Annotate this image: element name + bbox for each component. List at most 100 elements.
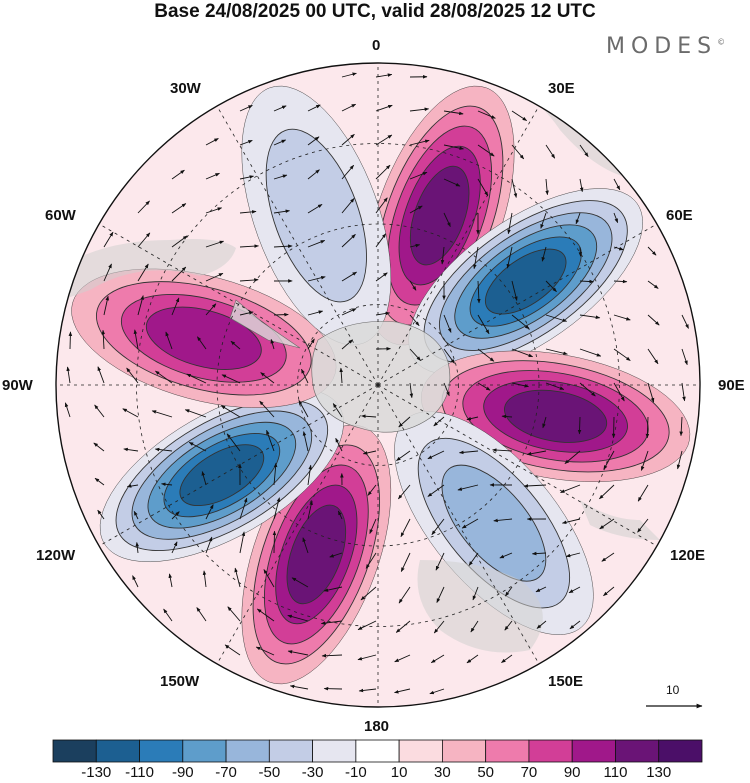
wind-arrow xyxy=(64,402,71,418)
colorbar-segment xyxy=(615,739,660,763)
wind-arrow xyxy=(409,382,414,399)
wind-arrow xyxy=(226,433,241,452)
wind-arrow xyxy=(171,511,180,520)
wind-arrow xyxy=(126,484,139,488)
brand-name: MODES xyxy=(606,34,718,59)
wind-arrow xyxy=(365,552,377,569)
wind-arrow xyxy=(545,348,568,355)
wind-arrow xyxy=(221,374,241,384)
lon-label-90w: 90W xyxy=(2,377,33,394)
wind-arrow xyxy=(307,500,313,520)
wind-arrow xyxy=(161,482,173,487)
wind-arrow xyxy=(367,484,377,496)
wind-arrow xyxy=(239,210,257,214)
anomaly-contour xyxy=(286,504,347,605)
wind-arrow xyxy=(137,232,151,248)
wind-arrow xyxy=(613,348,631,361)
wind-arrow xyxy=(234,567,241,588)
wind-arrow xyxy=(400,552,411,572)
wind-arrow xyxy=(375,104,393,112)
wind-arrow xyxy=(545,382,565,390)
wind-arrow xyxy=(579,144,589,157)
wind-arrow xyxy=(506,246,513,269)
wind-arrow xyxy=(443,348,455,364)
wind-arrow xyxy=(188,441,207,452)
wind-arrow xyxy=(523,484,547,488)
colorbar-segment xyxy=(312,739,357,763)
wind-arrow xyxy=(205,172,220,180)
wind-arrow xyxy=(307,310,324,316)
wind-arrow xyxy=(545,280,557,292)
lon-label-120w: 120W xyxy=(36,547,76,564)
wind-arrow xyxy=(287,650,309,656)
wind-arrow xyxy=(171,541,178,554)
wind-arrow xyxy=(256,608,275,622)
wind-arrow xyxy=(511,280,518,301)
colorbar-segment xyxy=(528,739,573,763)
wind-arrow xyxy=(239,531,246,554)
wind-arrow xyxy=(307,169,320,180)
wind-arrow xyxy=(443,144,464,150)
wind-arrow xyxy=(579,314,601,319)
colorbar-segment xyxy=(268,739,314,763)
wind-arrow xyxy=(360,586,377,601)
wind-arrow xyxy=(341,234,356,248)
wind-arrow xyxy=(433,620,445,634)
wind-arrow xyxy=(307,338,315,350)
wind-arrow xyxy=(341,72,357,78)
wind-arrow xyxy=(103,263,112,282)
wind-arrow xyxy=(103,295,109,316)
continents xyxy=(62,63,660,653)
anomaly-contour xyxy=(484,248,567,315)
wind-arrow xyxy=(579,382,596,397)
wind-arrow xyxy=(270,338,275,350)
wind-arrow xyxy=(640,450,649,471)
wind-arrow xyxy=(337,510,343,520)
wind-arrow xyxy=(361,414,377,419)
wind-arrow xyxy=(375,164,391,180)
wind-arrow xyxy=(613,246,624,251)
lon-label-60w: 60W xyxy=(45,207,76,224)
colorbar-segment xyxy=(182,739,227,763)
anomaly-contour xyxy=(265,128,367,303)
wind-arrow xyxy=(409,139,430,146)
wind-arrow xyxy=(492,448,513,452)
wind-arrow xyxy=(220,405,241,418)
wind-arrow xyxy=(409,107,430,112)
lon-label-0: 0 xyxy=(372,37,381,54)
wind-arrow xyxy=(647,246,657,256)
colorbar-tick-label: 10 xyxy=(390,764,408,781)
wind-arrow xyxy=(184,409,207,418)
wind-arrow xyxy=(409,243,421,248)
wind-arrow xyxy=(540,212,547,229)
colorbar-tick-label: 50 xyxy=(477,764,494,781)
wind-arrow xyxy=(435,552,445,571)
colorbar-segment xyxy=(398,739,443,763)
wind-arrow xyxy=(205,240,225,248)
wind-arrow xyxy=(400,518,411,538)
anomaly-contour xyxy=(409,165,470,266)
wind-arrow xyxy=(155,370,173,384)
south-america xyxy=(62,239,236,300)
wind-arrow xyxy=(122,408,139,418)
lon-label-120e: 120E xyxy=(670,547,706,564)
wind-arrow xyxy=(307,464,312,486)
wind-arrow xyxy=(477,144,495,157)
wind-arrow xyxy=(443,314,452,333)
meridian xyxy=(377,384,672,555)
wind-arrow xyxy=(260,372,275,384)
wind-arrow xyxy=(511,382,529,388)
wind-arrow xyxy=(613,382,625,402)
wind-arrow xyxy=(94,477,105,486)
wind-arrow xyxy=(273,105,287,112)
wind-arrow xyxy=(569,620,581,630)
wind-arrow xyxy=(375,311,391,316)
wind-arrow xyxy=(273,174,288,180)
wind-arrow xyxy=(369,518,377,534)
wind-arrow xyxy=(603,586,615,597)
brand-logo: MODES© xyxy=(606,34,725,59)
wind-arrow xyxy=(97,509,105,520)
wind-arrow xyxy=(239,175,255,180)
colorbar-segment xyxy=(355,739,400,763)
wind-arrow xyxy=(575,212,581,225)
